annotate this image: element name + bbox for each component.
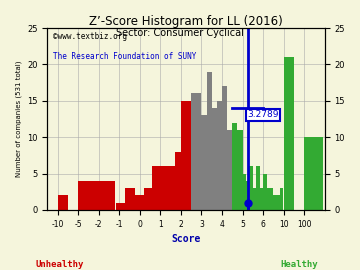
Bar — [116, 203, 125, 210]
Bar — [217, 101, 222, 210]
Bar — [191, 93, 196, 210]
Text: The Research Foundation of SUNY: The Research Foundation of SUNY — [53, 52, 196, 61]
Text: 3.2789: 3.2789 — [247, 110, 279, 119]
Text: ©www.textbiz.org: ©www.textbiz.org — [53, 32, 127, 41]
Bar — [186, 101, 191, 210]
Bar — [253, 188, 256, 210]
Bar — [256, 166, 260, 210]
Bar — [227, 130, 232, 210]
Bar — [78, 181, 96, 210]
Bar — [270, 188, 273, 210]
Bar — [304, 137, 323, 210]
Bar — [247, 203, 250, 210]
Bar — [135, 195, 144, 210]
Bar — [181, 101, 186, 210]
Bar — [175, 152, 181, 210]
Bar — [273, 195, 277, 210]
Bar — [196, 93, 202, 210]
Y-axis label: Number of companies (531 total): Number of companies (531 total) — [15, 61, 22, 177]
Bar — [263, 174, 266, 210]
Bar — [207, 72, 212, 210]
Bar — [260, 188, 263, 210]
X-axis label: Score: Score — [171, 234, 201, 244]
Bar — [125, 188, 135, 210]
Bar — [96, 181, 115, 210]
Bar — [277, 195, 280, 210]
Bar — [168, 166, 175, 210]
Bar — [152, 166, 160, 210]
Bar — [243, 174, 246, 210]
Bar — [202, 115, 207, 210]
Bar — [160, 166, 168, 210]
Text: Sector: Consumer Cyclical: Sector: Consumer Cyclical — [116, 28, 244, 38]
Bar — [232, 123, 237, 210]
Bar — [212, 108, 217, 210]
Bar — [280, 188, 283, 210]
Bar — [246, 181, 249, 210]
Bar — [249, 166, 253, 210]
Title: Z’-Score Histogram for LL (2016): Z’-Score Histogram for LL (2016) — [89, 15, 283, 28]
Text: Healthy: Healthy — [281, 260, 319, 269]
Bar — [222, 86, 227, 210]
Bar — [58, 195, 68, 210]
Bar — [144, 188, 152, 210]
Bar — [266, 188, 270, 210]
Bar — [284, 57, 294, 210]
Text: Unhealthy: Unhealthy — [36, 260, 84, 269]
Bar — [237, 130, 243, 210]
